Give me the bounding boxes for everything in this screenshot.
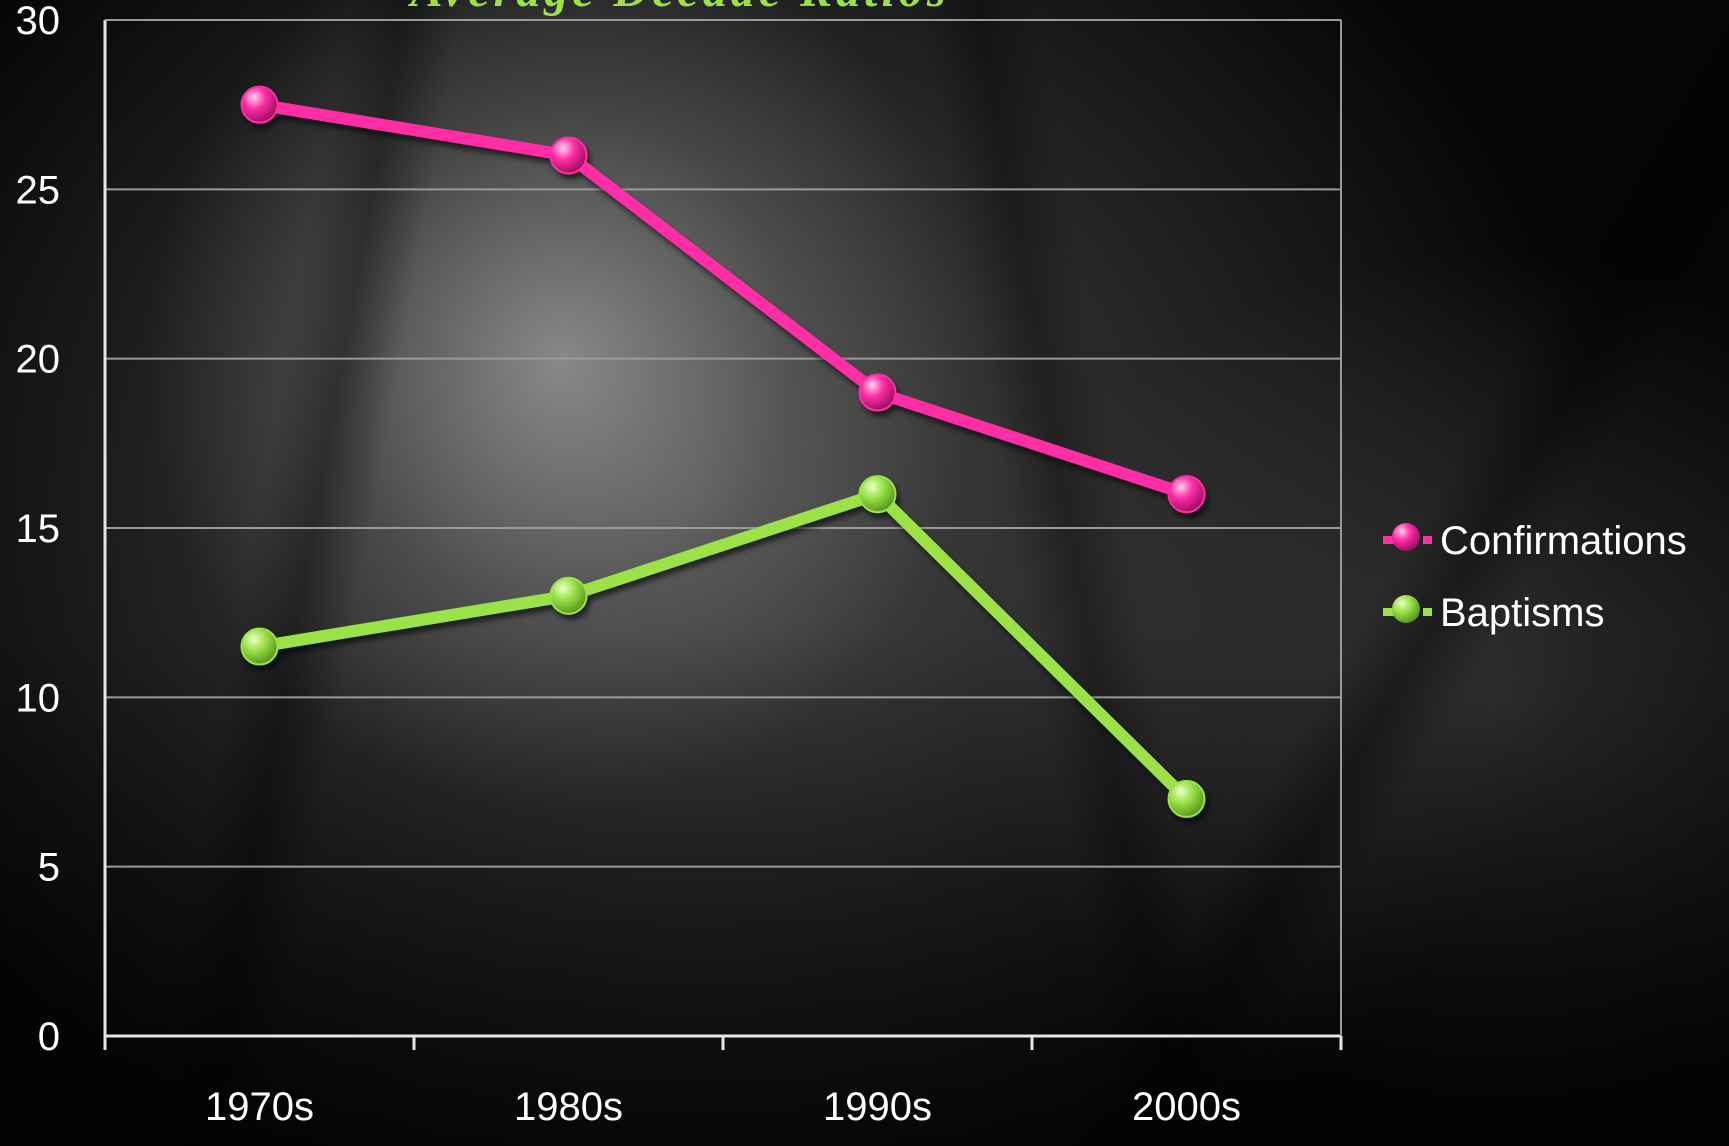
data-point: [549, 136, 588, 175]
data-point: [240, 85, 279, 124]
y-tick-label: 0: [38, 1015, 60, 1059]
legend-item: Baptisms: [1383, 591, 1605, 635]
x-tick-labels: 1970s 1980s 1990s 2000s: [205, 1085, 1241, 1129]
data-point: [1167, 475, 1206, 514]
legend-label: Baptisms: [1440, 591, 1605, 635]
legend: Confirmations Baptisms: [1383, 519, 1687, 635]
x-tick-label: 1990s: [823, 1085, 932, 1129]
x-tick-label: 2000s: [1132, 1085, 1241, 1129]
gridlines: [105, 19, 1341, 868]
series-line: [253, 488, 1193, 805]
chart-title: Average Decade Ratios: [408, 0, 950, 17]
axes: [103, 19, 1343, 1050]
y-tick-label: 25: [16, 168, 61, 212]
y-tick-label: 10: [16, 676, 61, 720]
legend-item: Confirmations: [1383, 519, 1687, 563]
x-tick-label: 1970s: [205, 1085, 314, 1129]
series: [240, 85, 1206, 818]
data-point: [858, 475, 897, 514]
legend-marker-swatch: [1392, 595, 1420, 623]
data-point: [858, 373, 897, 412]
data-point: [1167, 779, 1206, 818]
data-point: [549, 576, 588, 615]
series-confirmations: [240, 85, 1206, 514]
y-tick-label: 30: [16, 0, 61, 43]
series-line: [253, 98, 1193, 501]
series-baptisms: [240, 475, 1206, 818]
y-tick-label: 20: [16, 338, 61, 382]
legend-label: Confirmations: [1440, 519, 1687, 563]
legend-marker-swatch: [1392, 523, 1420, 551]
data-point: [240, 627, 279, 666]
y-tick-label: 5: [38, 846, 60, 890]
x-tick-label: 1980s: [514, 1085, 623, 1129]
y-tick-labels: 0 5 10 15 20 25 30: [16, 0, 61, 1059]
y-tick-label: 15: [16, 507, 61, 551]
